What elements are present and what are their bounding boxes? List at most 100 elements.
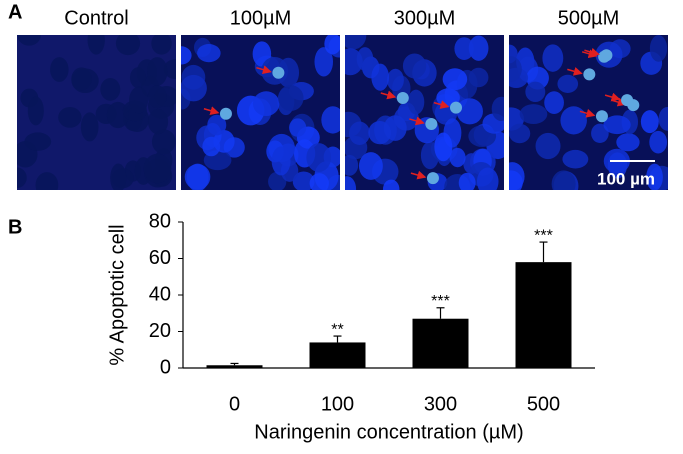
image-panels: Control 100µM 300µM 500µM 100 µm: [17, 7, 668, 190]
apoptotic-nucleus: [595, 110, 608, 123]
nucleus: [358, 152, 383, 180]
nucleus: [87, 35, 105, 55]
nucleus: [562, 149, 589, 169]
scale-bar-label: 100 µm: [597, 169, 655, 188]
nucleus: [551, 170, 576, 190]
nucleus: [147, 57, 168, 86]
nucleus: [71, 67, 92, 91]
nuclei: [181, 35, 340, 190]
bar: [206, 365, 263, 368]
nucleus: [115, 35, 141, 56]
nucleus: [646, 163, 663, 190]
nucleus: [649, 35, 668, 62]
nucleus: [519, 104, 548, 124]
nucleus: [387, 68, 404, 92]
nucleus: [58, 107, 82, 128]
nucleus: [557, 74, 579, 93]
y-tick-label: 80: [149, 210, 171, 232]
nucleus: [186, 163, 209, 190]
nucleus: [35, 172, 59, 190]
nucleus: [442, 68, 468, 91]
nucleus: [252, 91, 280, 117]
nucleus: [525, 81, 546, 103]
y-tick-label: 0: [160, 356, 171, 378]
arrow: [409, 116, 425, 126]
nucleus: [207, 114, 227, 136]
arrow: [380, 90, 397, 100]
nucleus: [382, 179, 400, 190]
image-label: 500µM: [558, 7, 620, 29]
arrow: [567, 67, 583, 76]
nucleus: [292, 171, 315, 190]
y-axis-title: % Apoptotic cell: [106, 224, 128, 365]
nucleus: [151, 129, 176, 155]
nucleus: [491, 96, 504, 122]
nucleus: [616, 133, 640, 152]
x-tick-label: 300: [424, 393, 457, 415]
apoptotic-nucleus: [425, 117, 438, 130]
nucleus: [202, 136, 221, 157]
nucleus: [544, 91, 564, 114]
panel-label: A: [8, 1, 22, 23]
nucleus: [345, 35, 367, 50]
nucleus: [468, 35, 489, 61]
nucleus: [509, 123, 531, 144]
nucleus: [458, 172, 476, 190]
nucleus: [197, 44, 221, 63]
significance-label: **: [331, 321, 343, 338]
nucleus: [542, 44, 564, 72]
nucleus: [345, 154, 359, 176]
apoptotic-nucleus: [272, 66, 285, 79]
significance-label: ***: [534, 227, 553, 244]
image-label: 100µM: [230, 7, 292, 29]
nuclei: [345, 35, 504, 190]
arrow: [410, 170, 427, 180]
apoptotic-nucleus: [426, 172, 439, 185]
nucleus: [321, 106, 340, 134]
x-tick-label: 0: [229, 393, 240, 415]
apoptotic-nucleus: [621, 94, 634, 107]
nucleus: [80, 112, 99, 142]
nucleus: [129, 67, 147, 89]
nuclei: [17, 35, 176, 190]
nucleus: [129, 86, 149, 114]
nucleus: [17, 35, 41, 46]
nucleus: [476, 167, 499, 190]
image-label: 300µM: [394, 7, 456, 29]
y-tick-label: 60: [149, 247, 171, 269]
arrow: [256, 65, 272, 74]
nuclei: [509, 35, 668, 190]
nucleus: [402, 53, 427, 79]
nucleus: [289, 118, 307, 137]
y-tick-label: 40: [149, 283, 171, 305]
nucleus: [278, 85, 304, 111]
nucleus: [509, 170, 523, 190]
nucleus: [591, 123, 609, 144]
nucleus: [143, 153, 172, 184]
arrow: [584, 47, 600, 57]
nucleus: [603, 115, 631, 135]
nucleus: [110, 163, 127, 190]
nucleus: [100, 77, 121, 101]
nucleus: [407, 89, 425, 115]
nucleus: [17, 167, 27, 188]
arrow: [604, 92, 621, 102]
nucleus: [454, 37, 474, 61]
nucleus: [147, 85, 167, 109]
x-tick-label: 100: [321, 393, 354, 415]
bar-chart: 0 20 40 60 80 % Apoptotic cell Naringenin conc…: [106, 210, 595, 443]
nucleus: [449, 147, 466, 168]
bar: [515, 262, 572, 368]
apoptotic-nucleus: [600, 49, 613, 62]
nucleus: [368, 121, 392, 145]
arrow: [203, 106, 220, 115]
nucleus: [356, 47, 374, 71]
nucleus: [649, 130, 668, 154]
error-bar: [436, 307, 445, 319]
nucleus: [24, 132, 52, 151]
nucleus: [434, 132, 453, 162]
bar: [309, 342, 366, 368]
nucleus: [314, 47, 334, 77]
error-bar: [539, 241, 548, 263]
